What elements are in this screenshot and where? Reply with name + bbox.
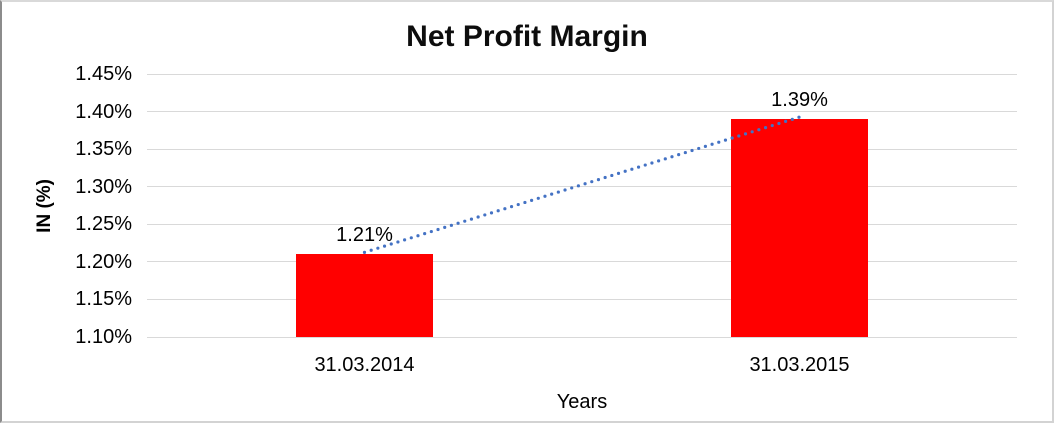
- gridline: [147, 298, 1017, 300]
- y-tick-label: 1.35%: [75, 138, 132, 161]
- y-tick-label: 1.10%: [75, 326, 132, 348]
- y-tick-label: 1.15%: [75, 288, 132, 311]
- gridline: [147, 186, 1017, 188]
- gridline: [147, 223, 1017, 225]
- y-tick-label: 1.40%: [75, 100, 132, 123]
- y-tick-label: 1.20%: [75, 250, 132, 273]
- y-tick-label: 1.25%: [75, 213, 132, 236]
- x-tick-label: 31.03.2014: [314, 354, 415, 376]
- y-tick-label: 1.30%: [75, 175, 132, 198]
- x-axis-title: Years: [556, 391, 608, 413]
- chart-title: Net Profit Margin: [406, 20, 648, 53]
- gridline: [147, 111, 1017, 113]
- bar-data-label: 1.39%: [771, 89, 828, 112]
- gridline: [147, 73, 1017, 75]
- y-tick-label: 1.45%: [75, 63, 132, 85]
- gridline: [147, 148, 1017, 150]
- gridline: [147, 336, 1017, 338]
- bar-data-label: 1.21%: [336, 224, 393, 247]
- bar[interactable]: [731, 119, 868, 337]
- bar[interactable]: [296, 254, 433, 337]
- gridline: [147, 261, 1017, 263]
- x-tick-label: 31.03.2015: [749, 354, 850, 376]
